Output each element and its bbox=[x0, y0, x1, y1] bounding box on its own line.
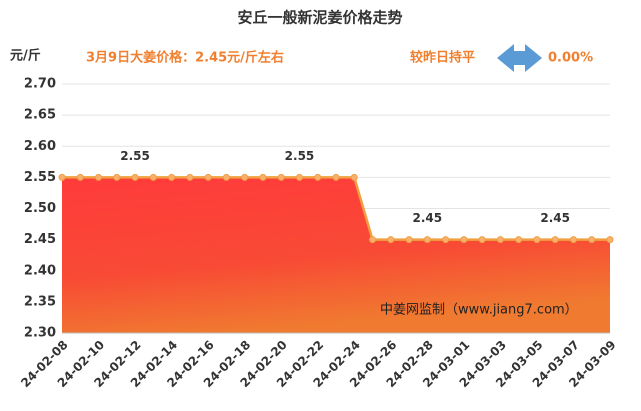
marker bbox=[460, 236, 468, 244]
y-axis-label: 元/斤 bbox=[10, 48, 41, 64]
marker bbox=[58, 173, 66, 181]
plot-area: 2.30 2.35 2.40 2.45 2.50 2.55 2.60 2.65 2.70 2.55… bbox=[18, 77, 618, 391]
y-tick-label: 2.65 bbox=[24, 108, 56, 123]
marker bbox=[588, 236, 596, 244]
marker bbox=[423, 236, 431, 244]
y-tick-label: 2.35 bbox=[24, 294, 56, 309]
marker bbox=[496, 236, 504, 244]
marker bbox=[332, 173, 340, 181]
marker bbox=[442, 236, 450, 244]
annotation: 0.00% bbox=[548, 51, 593, 66]
y-tick-label: 2.55 bbox=[24, 170, 56, 185]
marker bbox=[569, 236, 577, 244]
marker bbox=[131, 173, 139, 181]
marker bbox=[168, 173, 176, 181]
y-tick-label: 2.30 bbox=[24, 326, 56, 341]
data-label: 2.45 bbox=[413, 211, 443, 225]
y-tick-label: 2.50 bbox=[24, 201, 56, 216]
marker bbox=[478, 236, 486, 244]
marker bbox=[259, 173, 267, 181]
marker bbox=[515, 236, 523, 244]
marker bbox=[95, 173, 103, 181]
marker bbox=[295, 173, 303, 181]
data-label: 2.45 bbox=[540, 211, 570, 225]
marker bbox=[241, 173, 249, 181]
marker bbox=[606, 236, 614, 244]
y-tick-label: 2.40 bbox=[24, 263, 56, 278]
y-tick-label: 2.45 bbox=[24, 232, 56, 247]
marker bbox=[405, 236, 413, 244]
marker bbox=[113, 173, 121, 181]
annotation: 3月9日大姜价格：2.45元/斤左右 bbox=[86, 50, 284, 66]
y-tick-label: 2.60 bbox=[24, 139, 56, 154]
data-label: 2.55 bbox=[285, 149, 315, 163]
marker bbox=[277, 173, 285, 181]
annotation: 较昨日持平 bbox=[410, 50, 475, 66]
watermark: 中姜网监制（www.jiang7.com） bbox=[380, 303, 578, 318]
area bbox=[62, 177, 610, 333]
marker bbox=[369, 236, 377, 244]
y-tick-label: 2.70 bbox=[24, 77, 56, 92]
marker bbox=[314, 173, 322, 181]
marker bbox=[204, 173, 212, 181]
marker bbox=[350, 173, 358, 181]
marker bbox=[76, 173, 84, 181]
chart-title: 安丘一般新泥姜价格走势 bbox=[237, 9, 402, 27]
marker bbox=[551, 236, 559, 244]
marker bbox=[186, 173, 194, 181]
marker bbox=[222, 173, 230, 181]
marker bbox=[149, 173, 157, 181]
marker bbox=[533, 236, 541, 244]
change-arrow bbox=[497, 44, 542, 72]
marker bbox=[387, 236, 395, 244]
data-label: 2.55 bbox=[120, 149, 150, 163]
